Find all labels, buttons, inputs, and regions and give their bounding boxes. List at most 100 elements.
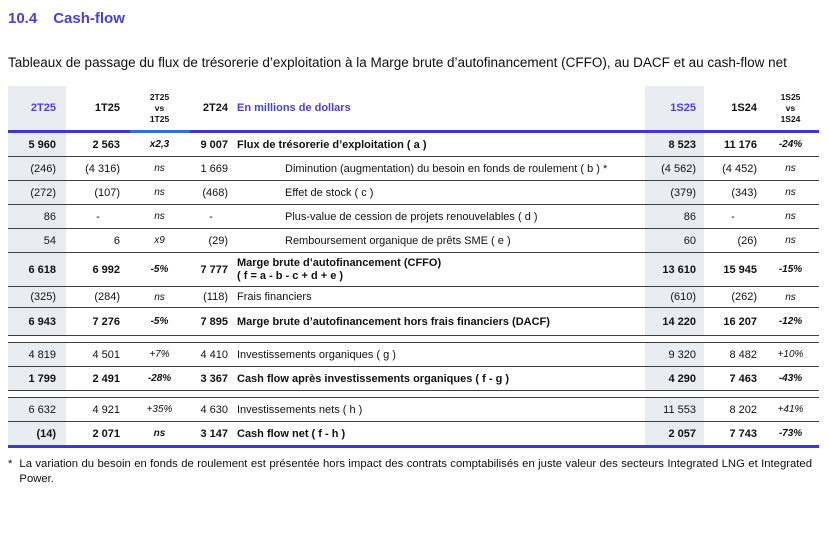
cell-1t25: 7 276 [92,315,120,328]
row-flux-tresorerie: 5 960 2 563 x2,3 9 007 Flux de trésoreri… [8,133,819,156]
col-header-1t25: 1T25 [94,102,120,114]
cell-label: Investissements organiques ( g ) [237,348,396,361]
cell-2t24: 3 367 [200,372,228,385]
cell-2t25: (325) [8,287,66,307]
cell-label: Frais financiers [237,291,312,303]
cell-var-yoy: +10% [777,349,804,360]
footnote-marker: * [8,458,13,470]
cell-1s25: 9 320 [645,343,704,366]
cell-1t25: - [96,210,100,223]
cell-1s24: 8 202 [729,403,757,416]
cell-label: Effet de stock ( c ) [285,186,374,199]
cell-var-qoq: -28% [147,373,172,384]
cell-var-qoq: ns [154,187,165,198]
cell-1s24: 7 743 [729,427,757,440]
cell-1s25: 11 553 [645,398,704,421]
table-header-row: 2T25 1T25 2T25 vs 1T25 2T24 En millions … [8,86,819,130]
cell-2t24: (118) [203,291,228,303]
cell-2t25: (246) [8,157,66,180]
cell-label: Marge brute d’autofinancement hors frais… [237,315,550,328]
footnote: * La variation du besoin en fonds de rou… [8,457,812,487]
cell-1t25: (107) [94,186,120,199]
cell-2t24: 3 147 [200,427,228,440]
cell-1s25: 8 523 [645,133,704,156]
cell-1t25: 6 [113,234,120,247]
cell-2t24: 9 007 [200,138,228,151]
cell-1t25: 2 491 [92,372,120,385]
cell-1t25: 4 921 [92,403,120,416]
cell-1t25: (284) [94,291,120,303]
header-divider-rule-light-segment [130,130,190,133]
cell-var-qoq: x2,3 [149,139,170,150]
cell-2t24: 7 777 [200,263,228,276]
cell-2t25: 6 632 [8,398,66,421]
row-investissements-organiques: 4 819 4 501 +7% 4 410 Investissements or… [8,343,819,366]
cell-label: Plus-value de cession de projets renouve… [285,210,538,223]
cell-2t25: (14) [8,422,66,445]
cell-label: Investissements nets ( h ) [237,403,363,416]
cell-1t25: (4 316) [85,162,120,175]
cell-1s25: (379) [645,181,704,204]
cell-2t24: 7 895 [200,315,228,328]
row-marge-brute-dacf: 6 943 7 276 -5% 7 895 Marge brute d’auto… [8,307,819,335]
header-divider-rule [8,130,819,133]
cell-1s25: 4 290 [645,367,704,390]
cell-2t25: 5 960 [8,133,66,156]
cell-1t25: 2 071 [92,427,120,440]
cell-1s25: 60 [645,229,704,252]
cell-var-yoy: -12% [778,316,803,327]
cell-2t25: 1 799 [8,367,66,390]
cell-var-qoq: +7% [149,349,170,360]
cell-1t25: 4 501 [92,348,120,361]
row-investissements-nets: 6 632 4 921 +35% 4 630 Investissements n… [8,398,819,421]
cell-1s25: 86 [645,205,704,228]
row-frais-financiers: (325) (284) ns (118) Frais financiers (6… [8,286,819,307]
cell-1s24: 16 207 [723,315,757,328]
cell-label-formula: ( f = a - b - c + d + e ) [237,269,344,282]
cell-1s25: 13 610 [645,253,704,286]
col-header-unit-label: En millions de dollars [237,102,351,114]
cell-var-qoq: -5% [150,264,169,275]
table-section-investissements-organiques: 4 819 4 501 +7% 4 410 Investissements or… [8,342,819,391]
cell-2t24: 4 630 [200,403,228,416]
col-header-1s25: 1S25 [645,86,704,130]
cell-1s24: - [731,210,735,223]
cell-var-yoy: ns [785,291,796,303]
col-header-2t24: 2T24 [202,102,228,114]
table-bottom-rule [8,445,819,448]
cell-label: Cash flow après investissements organiqu… [237,372,510,385]
cell-label: Remboursement organique de prêts SME ( e… [285,234,511,247]
cell-var-qoq: ns [154,211,165,222]
section-number: 10.4 [8,10,38,27]
footnote-text: La variation du besoin en fonds de roule… [19,458,812,485]
cell-2t25: 6 618 [8,253,66,286]
cell-1t25: 2 563 [92,138,120,151]
cell-label: Diminution (augmentation) du besoin en f… [285,162,608,175]
cell-var-yoy: ns [785,187,796,198]
cell-1s24: 7 463 [729,372,757,385]
cell-2t24: 4 410 [200,348,228,361]
cell-var-yoy: +41% [777,404,804,415]
col-header-1s24: 1S24 [731,102,757,114]
cell-label: Flux de trésorerie d’exploitation ( a ) [237,138,427,151]
cell-var-qoq: ns [153,428,166,439]
cell-var-qoq: ns [154,163,165,174]
cell-2t25: (272) [8,181,66,204]
cell-1s24: 8 482 [729,348,757,361]
cell-1s24: (26) [737,234,757,247]
row-besoin-fonds-roulement: (246) (4 316) ns 1 669 Diminution (augme… [8,156,819,180]
cell-1s24: 15 945 [723,263,757,276]
cell-1s25: (4 562) [645,157,704,180]
cell-1s24: (4 452) [722,162,757,175]
cell-var-yoy: -15% [778,264,803,275]
cell-2t25: 6 943 [8,308,66,335]
cell-2t24: (468) [202,186,228,199]
cell-var-qoq: ns [154,291,165,303]
cell-var-yoy: ns [785,235,796,246]
row-plus-value-cession: 86 - ns - Plus-value de cession de proje… [8,204,819,228]
table-description: Tableaux de passage du flux de trésoreri… [8,55,787,70]
cell-label: Marge brute d’autofinancement (CFFO) ( f… [233,255,645,285]
section-title: Cash-flow [53,10,125,27]
cell-var-qoq: +35% [146,404,173,415]
cell-var-yoy: -24% [778,139,803,150]
